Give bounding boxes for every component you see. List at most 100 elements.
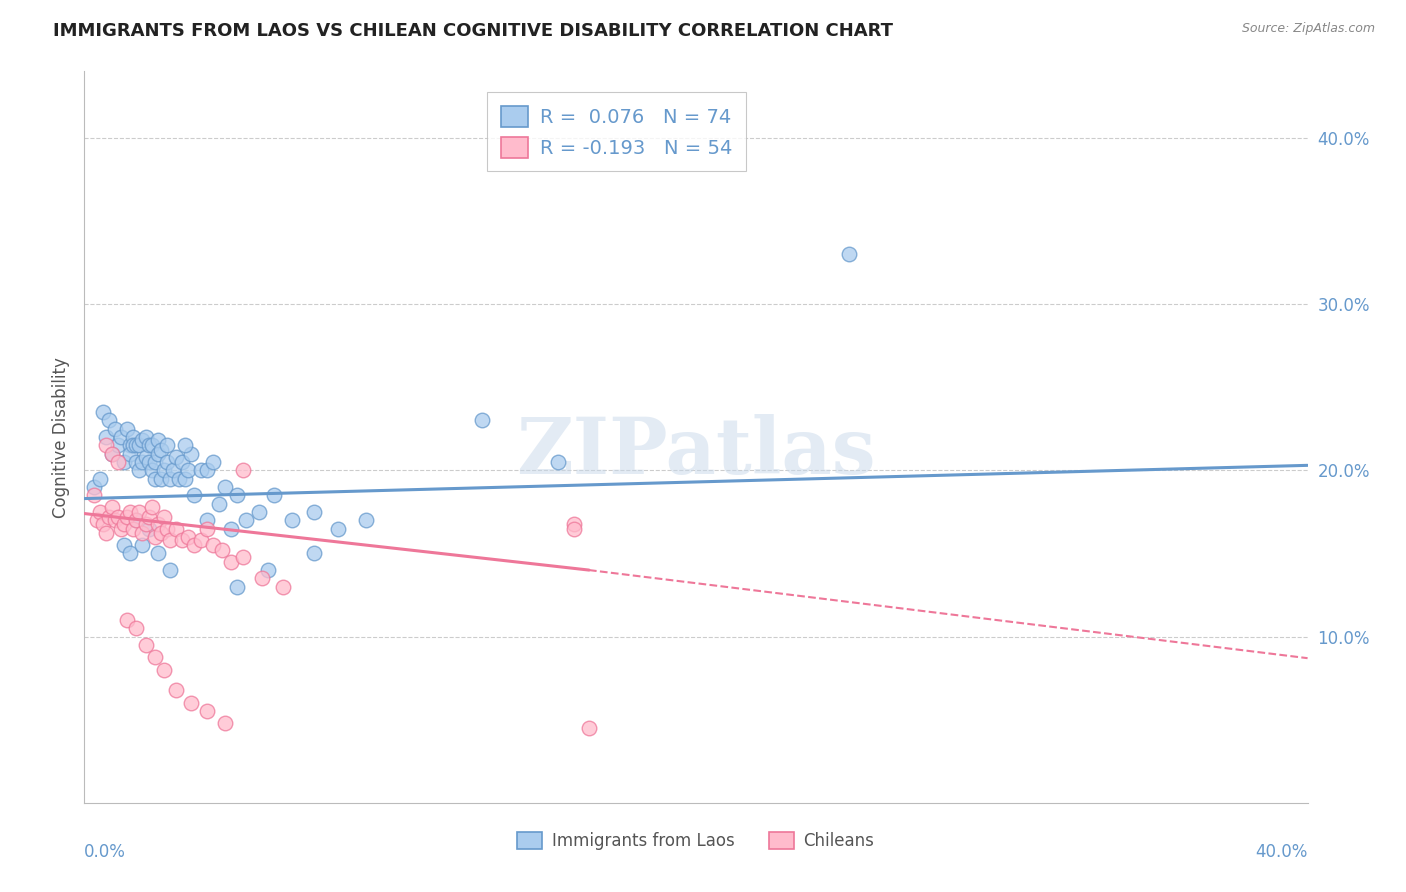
Point	[122, 430, 145, 444]
Point	[112, 516, 135, 531]
Point	[165, 682, 187, 697]
Point	[153, 463, 176, 477]
Point	[91, 516, 114, 531]
Point	[190, 533, 212, 548]
Point	[149, 526, 172, 541]
Point	[94, 438, 117, 452]
Point	[159, 563, 181, 577]
Point	[122, 438, 145, 452]
Text: 40.0%: 40.0%	[1256, 843, 1308, 861]
Point	[120, 438, 142, 452]
Point	[125, 438, 148, 452]
Point	[250, 571, 273, 585]
Point	[226, 488, 249, 502]
Point	[208, 497, 231, 511]
Point	[122, 521, 145, 535]
Point	[578, 721, 600, 735]
Point	[156, 521, 179, 535]
Point	[162, 463, 184, 477]
Point	[138, 509, 160, 524]
Text: IMMIGRANTS FROM LAOS VS CHILEAN COGNITIVE DISABILITY CORRELATION CHART: IMMIGRANTS FROM LAOS VS CHILEAN COGNITIV…	[53, 22, 893, 40]
Point	[115, 509, 138, 524]
Point	[89, 472, 111, 486]
Point	[302, 505, 325, 519]
Point	[146, 516, 169, 531]
Point	[104, 513, 127, 527]
Point	[128, 438, 150, 452]
Point	[131, 434, 153, 448]
Point	[141, 438, 163, 452]
Point	[125, 621, 148, 635]
Point	[138, 455, 160, 469]
Point	[214, 480, 236, 494]
Point	[281, 513, 304, 527]
Point	[562, 521, 585, 535]
Point	[302, 546, 325, 560]
Point	[94, 526, 117, 541]
Point	[219, 521, 242, 535]
Point	[263, 488, 285, 502]
Point	[101, 500, 124, 514]
Point	[107, 438, 129, 452]
Point	[146, 447, 169, 461]
Point	[201, 455, 224, 469]
Point	[110, 521, 132, 535]
Point	[165, 521, 187, 535]
Point	[83, 480, 105, 494]
Point	[128, 463, 150, 477]
Point	[177, 530, 200, 544]
Point	[110, 430, 132, 444]
Point	[174, 438, 197, 452]
Point	[112, 455, 135, 469]
Point	[167, 472, 190, 486]
Point	[89, 505, 111, 519]
Point	[172, 533, 194, 548]
Point	[131, 526, 153, 541]
Point	[201, 538, 224, 552]
Point	[138, 521, 160, 535]
Point	[104, 422, 127, 436]
Point	[257, 563, 280, 577]
Point	[143, 649, 166, 664]
Point	[125, 513, 148, 527]
Point	[115, 422, 138, 436]
Point	[226, 580, 249, 594]
Point	[146, 546, 169, 560]
Point	[149, 472, 172, 486]
Point	[128, 505, 150, 519]
Point	[195, 513, 218, 527]
Point	[183, 538, 205, 552]
Point	[91, 405, 114, 419]
Point	[174, 472, 197, 486]
Point	[195, 463, 218, 477]
Point	[107, 455, 129, 469]
Point	[141, 463, 163, 477]
Point	[125, 455, 148, 469]
Point	[141, 500, 163, 514]
Point	[143, 472, 166, 486]
Point	[165, 450, 187, 464]
Point	[172, 455, 194, 469]
Point	[180, 696, 202, 710]
Point	[101, 447, 124, 461]
Text: 0.0%: 0.0%	[84, 843, 127, 861]
Point	[83, 488, 105, 502]
Point	[271, 580, 294, 594]
Point	[135, 638, 157, 652]
Point	[135, 516, 157, 531]
Point	[115, 613, 138, 627]
Point	[471, 413, 494, 427]
Point	[156, 455, 179, 469]
Point	[195, 705, 218, 719]
Point	[219, 555, 242, 569]
Point	[838, 247, 860, 261]
Point	[97, 509, 120, 524]
Point	[159, 472, 181, 486]
Point	[153, 509, 176, 524]
Point	[195, 521, 218, 535]
Y-axis label: Cognitive Disability: Cognitive Disability	[52, 357, 70, 517]
Point	[131, 455, 153, 469]
Point	[159, 533, 181, 548]
Point	[180, 447, 202, 461]
Point	[354, 513, 377, 527]
